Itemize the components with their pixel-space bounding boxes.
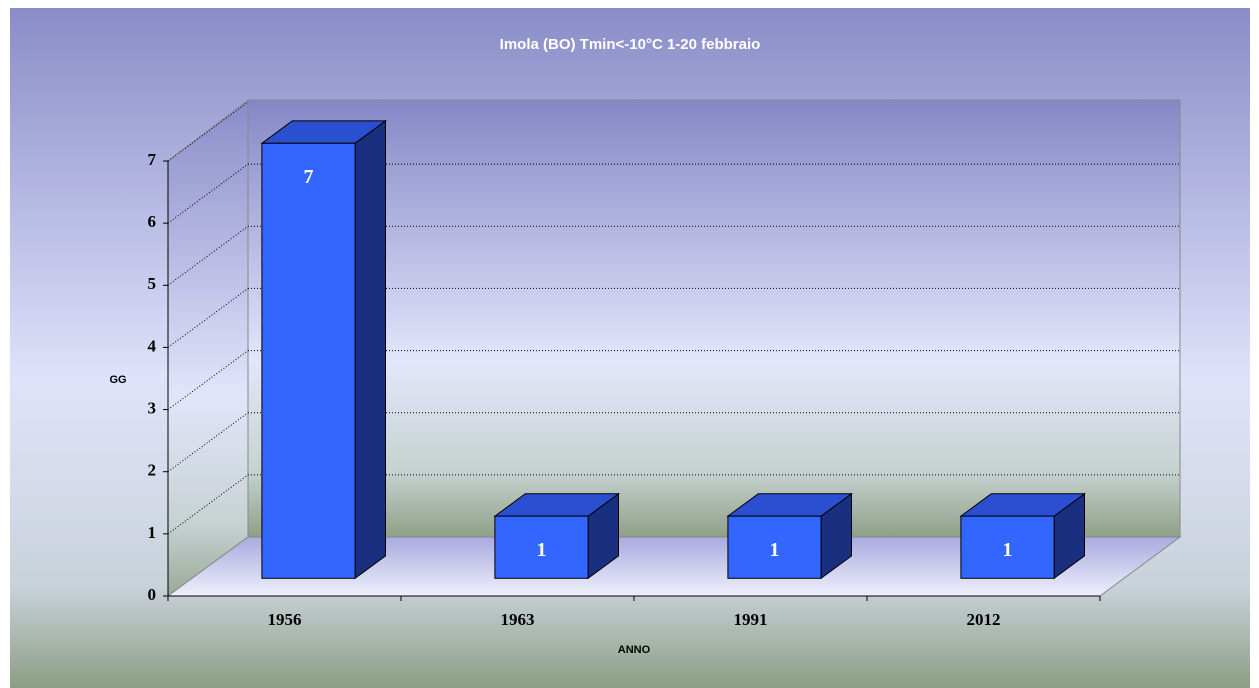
chart-title: Imola (BO) Tmin<-10°C 1-20 febbraio [500, 36, 761, 53]
x-tick-label: 2012 [967, 610, 1001, 629]
y-tick-label: 5 [148, 274, 157, 293]
y-axis-label: GG [109, 374, 126, 386]
x-tick-label: 1956 [268, 610, 302, 629]
bar [261, 142, 356, 579]
y-tick-label: 1 [148, 523, 157, 542]
data-label: 1 [770, 539, 780, 561]
data-label: 7 [304, 166, 314, 188]
y-tick-label: 2 [148, 461, 157, 480]
bar [727, 515, 822, 579]
back-wall [247, 99, 1181, 538]
bar-side [354, 119, 386, 580]
bar [494, 515, 589, 579]
data-label: 1 [537, 539, 547, 561]
x-tick-label: 1963 [501, 610, 535, 629]
x-axis-label: ANNO [618, 644, 651, 656]
y-tick-label: 3 [148, 398, 157, 417]
y-tick-label: 0 [148, 585, 157, 604]
data-label: 1 [1003, 539, 1013, 561]
side-wall [167, 98, 249, 597]
y-tick-label: 4 [148, 336, 157, 355]
y-tick-label: 7 [148, 150, 157, 169]
y-tick-label: 6 [148, 212, 157, 231]
x-tick-label: 1991 [734, 610, 768, 629]
bar [960, 515, 1055, 579]
